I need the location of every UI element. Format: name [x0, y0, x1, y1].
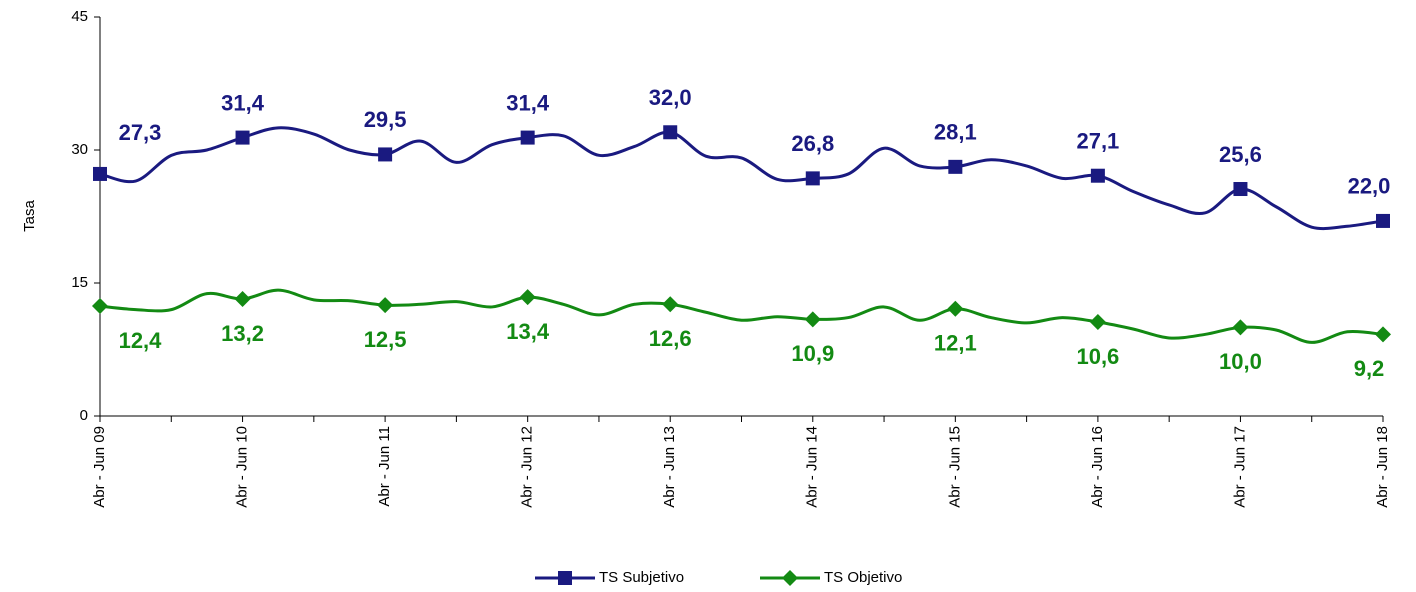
data-label: 12,4	[119, 328, 163, 353]
data-label: 32,0	[649, 85, 692, 110]
data-label: 25,6	[1219, 142, 1262, 167]
marker	[377, 297, 394, 314]
data-label: 27,3	[119, 120, 162, 145]
marker	[234, 290, 251, 307]
data-label: 13,2	[221, 321, 264, 346]
data-label: 10,0	[1219, 349, 1262, 374]
marker	[92, 298, 108, 315]
x-tick-label: Abr - Jun 10	[234, 426, 251, 508]
marker	[235, 130, 250, 145]
x-tick-label: Abr - Jun 15	[946, 426, 963, 508]
data-label: 26,8	[791, 131, 834, 156]
marker	[520, 130, 535, 145]
marker	[1090, 168, 1105, 183]
data-label: 10,6	[1076, 344, 1119, 369]
data-label: 31,4	[221, 90, 265, 115]
data-label: 22,0	[1348, 174, 1391, 199]
marker	[948, 159, 963, 174]
x-tick-label: Abr - Jun 16	[1089, 426, 1106, 508]
series-line	[99, 126, 1384, 231]
marker	[519, 289, 536, 306]
data-label: 31,4	[506, 90, 550, 115]
y-tick-label: 30	[71, 141, 88, 158]
data-label: 27,1	[1076, 129, 1119, 154]
x-tick-label: Abr - Jun 14	[804, 426, 821, 508]
data-label: 28,1	[934, 120, 977, 145]
series-line	[99, 288, 1384, 344]
marker	[805, 171, 820, 186]
marker	[1375, 326, 1391, 343]
x-tick-label: Abr - Jun 12	[519, 426, 536, 508]
legend-label: TS Subjetivo	[599, 569, 684, 586]
x-tick-label: Abr - Jun 11	[376, 426, 393, 507]
marker	[782, 570, 798, 586]
marker	[662, 296, 679, 313]
y-tick-label: 45	[71, 8, 88, 25]
marker	[1376, 213, 1390, 228]
marker	[1233, 182, 1248, 197]
data-label: 12,5	[364, 327, 407, 352]
data-label: 9,2	[1354, 356, 1385, 381]
x-tick-label: Abr - Jun 17	[1231, 426, 1248, 508]
marker	[558, 571, 572, 585]
y-axis-label: Tasa	[21, 200, 38, 232]
x-tick-label: Abr - Jun 13	[661, 426, 678, 508]
marker	[1089, 314, 1106, 331]
data-label: 12,6	[649, 326, 692, 351]
data-label: 13,4	[506, 319, 550, 344]
data-label: 29,5	[364, 107, 407, 132]
marker	[378, 147, 393, 162]
y-tick-label: 0	[80, 407, 88, 424]
marker	[1232, 319, 1249, 336]
y-tick-label: 15	[71, 274, 88, 291]
data-label: 10,9	[791, 341, 834, 366]
marker	[947, 300, 964, 317]
x-tick-label: Abr - Jun 09	[91, 426, 108, 508]
marker	[663, 125, 678, 140]
data-label: 12,1	[934, 331, 977, 356]
legend-label: TS Objetivo	[824, 569, 902, 586]
marker	[93, 166, 107, 181]
x-tick-label: Abr - Jun 18	[1374, 426, 1391, 508]
marker	[804, 311, 821, 328]
